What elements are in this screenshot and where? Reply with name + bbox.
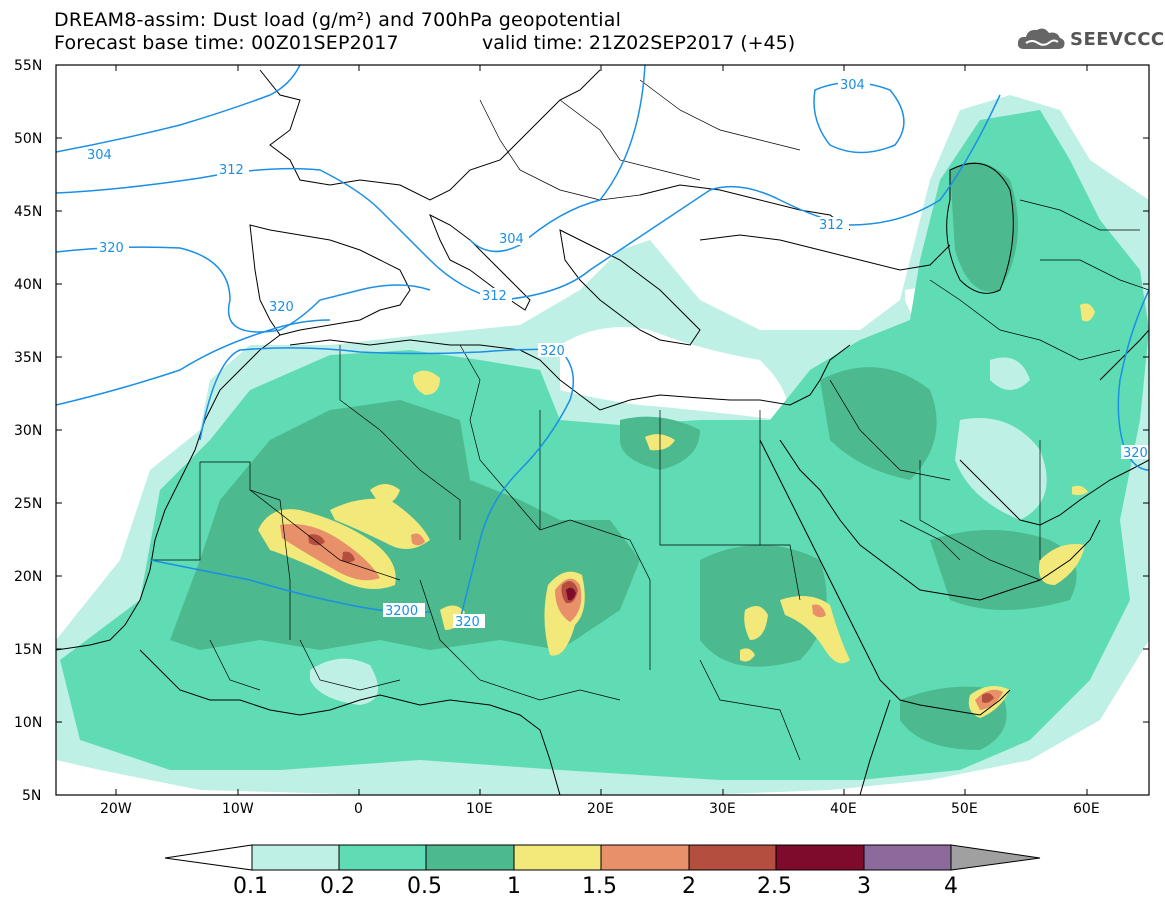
colorbar-label: 0.5 bbox=[407, 874, 442, 899]
svg-text:312: 312 bbox=[219, 163, 244, 178]
colorbar-label: 2.5 bbox=[757, 874, 792, 899]
lat-label: 15N bbox=[14, 642, 42, 658]
colorbar-labels: 0.1 0.2 0.5 1 1.5 2 2.5 3 4 bbox=[233, 874, 958, 899]
longitude-labels: 20W 10W 0 10E 20E 30E 40E 50E 60E bbox=[100, 801, 1100, 817]
lat-label: 45N bbox=[14, 204, 42, 220]
lon-label: 60E bbox=[1073, 801, 1100, 817]
colorbar-label: 2 bbox=[682, 874, 696, 899]
colorbar-label: 0.2 bbox=[320, 874, 355, 899]
latitude-labels: 55N 50N 45N 40N 35N 30N 25N 20N 15N 10N … bbox=[14, 58, 42, 804]
colorbar-label: 1.5 bbox=[582, 874, 617, 899]
colorbar-label: 0.1 bbox=[233, 874, 268, 899]
lon-label: 20E bbox=[587, 801, 614, 817]
svg-text:304: 304 bbox=[87, 148, 112, 163]
lat-label: 30N bbox=[14, 423, 42, 439]
svg-text:320: 320 bbox=[99, 241, 124, 256]
logo-text: SEEVCCC bbox=[1070, 28, 1165, 50]
lat-label: 5N bbox=[22, 788, 41, 804]
colorbar bbox=[164, 844, 1041, 871]
map-title: DREAM8-assim: Dust load (g/m²) and 700hP… bbox=[54, 9, 622, 31]
map-panel: 304 312 320 320 304 312 304 312 320 320 … bbox=[56, 65, 1149, 795]
colorbar-swatch bbox=[513, 844, 602, 871]
colorbar-swatch bbox=[775, 844, 865, 871]
svg-text:3200: 3200 bbox=[385, 604, 418, 619]
lon-label: 40E bbox=[830, 801, 857, 817]
svg-text:320: 320 bbox=[1123, 446, 1148, 461]
svg-text:304: 304 bbox=[840, 78, 865, 93]
valid-time: valid time: 21Z02SEP2017 (+45) bbox=[482, 32, 796, 54]
svg-text:320: 320 bbox=[269, 300, 294, 315]
colorbar-swatch bbox=[600, 844, 690, 871]
colorbar-swatch bbox=[251, 844, 340, 871]
contour-labels: 304 312 320 320 304 312 304 312 320 320 … bbox=[85, 77, 1149, 630]
seevccc-logo: SEEVCCC bbox=[1016, 22, 1165, 56]
lat-label: 25N bbox=[14, 496, 42, 512]
lat-label: 10N bbox=[14, 715, 42, 731]
dust-region-2 bbox=[308, 534, 325, 546]
colorbar-right-arrow bbox=[950, 844, 1041, 871]
svg-text:312: 312 bbox=[482, 289, 507, 304]
forecast-base-time: Forecast base time: 00Z01SEP2017 bbox=[54, 32, 399, 54]
colorbar-swatch bbox=[338, 844, 427, 871]
lat-label: 50N bbox=[14, 131, 42, 147]
colorbar-left-arrow bbox=[164, 844, 253, 871]
svg-text:320: 320 bbox=[455, 615, 480, 630]
lon-label: 10E bbox=[466, 801, 493, 817]
latitude-axis bbox=[56, 64, 1149, 796]
svg-text:320: 320 bbox=[540, 344, 565, 359]
lat-label: 35N bbox=[14, 350, 42, 366]
colorbar-swatch bbox=[425, 844, 515, 871]
colorbar-swatch bbox=[688, 844, 777, 871]
lat-label: 40N bbox=[14, 277, 42, 293]
lon-label: 50E bbox=[951, 801, 978, 817]
dust-region-2.5 bbox=[566, 587, 576, 601]
colorbar-label: 1 bbox=[507, 874, 521, 899]
cloud-icon bbox=[1017, 28, 1065, 49]
lon-label: 20W bbox=[100, 801, 132, 817]
country-borders bbox=[150, 79, 1149, 761]
geopotential-contours bbox=[56, 65, 1149, 621]
lon-label: 0 bbox=[354, 801, 363, 817]
lon-label: 10W bbox=[222, 801, 254, 817]
lat-label: 55N bbox=[14, 58, 42, 74]
colorbar-label: 3 bbox=[857, 874, 871, 899]
colorbar-label: 4 bbox=[944, 874, 958, 899]
svg-text:304: 304 bbox=[499, 232, 524, 247]
coastlines bbox=[56, 69, 1149, 795]
svg-text:312: 312 bbox=[819, 218, 844, 233]
longitude-axis bbox=[115, 65, 1088, 795]
colorbar-swatch bbox=[863, 844, 952, 871]
lat-label: 20N bbox=[14, 569, 42, 585]
lon-label: 30E bbox=[709, 801, 736, 817]
